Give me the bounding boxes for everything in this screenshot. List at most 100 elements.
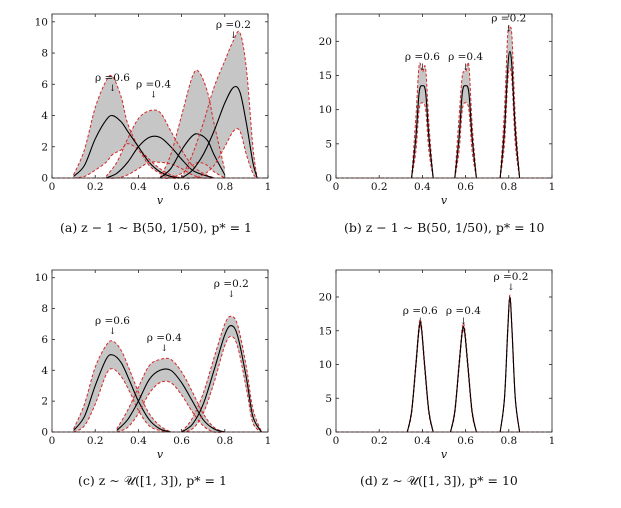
mean-line (454, 85, 477, 179)
plot-frame (335, 269, 553, 433)
y-tick-label: 20 (319, 36, 332, 48)
mean-line (499, 296, 521, 433)
caption-c: (c) z ∼ 𝒰([1, 3]), p* = 1 (78, 473, 227, 488)
x-tick-label: 0.4 (130, 435, 147, 447)
mean-line (181, 324, 262, 433)
caption-d: (d) z ∼ 𝒰([1, 3]), p* = 10 (360, 473, 518, 488)
x-tick-label: 0 (49, 181, 56, 193)
upper-band-line (411, 62, 434, 179)
annotation-arrow: ↓ (230, 31, 238, 41)
mean-line (499, 51, 521, 179)
lower-band-line (105, 161, 215, 179)
annotation-arrow: ↓ (419, 63, 427, 73)
band-area (73, 340, 171, 432)
lower-band-line (181, 335, 262, 433)
y-tick-label: 8 (41, 303, 48, 315)
y-tick-label: 5 (325, 393, 332, 405)
upper-band-line (73, 74, 182, 179)
caption-a: (a) z − 1 ∼ B(50, 1/50), p* = 1 (60, 220, 252, 235)
plot-frame (335, 13, 553, 179)
y-tick-label: 6 (41, 334, 48, 346)
series-annotation: ρ =0.6 (403, 305, 438, 317)
y-tick-label: 2 (41, 141, 48, 153)
annotation-arrow: ↓ (109, 327, 117, 337)
x-tick-label: 0.6 (173, 435, 190, 447)
series-annotation: ρ =0.4 (147, 332, 182, 344)
mean-line (181, 85, 258, 179)
plot-frame (51, 13, 269, 179)
y-tick-label: 15 (319, 325, 332, 337)
x-tick-label: 0 (333, 435, 340, 447)
mean-line (73, 114, 182, 179)
x-tick-label: 0 (49, 435, 56, 447)
y-tick-label: 20 (319, 292, 332, 304)
y-tick-label: 15 (319, 70, 332, 82)
x-axis-label: v (441, 194, 448, 207)
y-tick-label: 10 (319, 104, 332, 116)
x-tick-label: 0.8 (216, 181, 233, 193)
mean-line (159, 133, 226, 179)
y-tick-label: 10 (35, 272, 48, 284)
lower-band-line (411, 102, 434, 179)
mean-line (116, 368, 225, 433)
x-tick-label: 0.2 (371, 181, 388, 193)
x-tick-label: 0.2 (371, 435, 388, 447)
series-annotation: ρ =0.2 (491, 13, 526, 25)
upper-band-line (181, 315, 262, 433)
annotation-arrow: ↓ (228, 290, 236, 300)
y-tick-label: 4 (41, 110, 48, 122)
x-axis-label: v (441, 448, 448, 461)
upper-band-line (105, 109, 215, 179)
plot-frame (51, 269, 269, 433)
mean-line (105, 135, 215, 179)
x-tick-label: 0.8 (500, 435, 517, 447)
y-tick-label: 6 (41, 79, 48, 91)
upper-band-line (181, 30, 258, 179)
mean-line (449, 325, 477, 433)
x-tick-label: 0.2 (87, 435, 104, 447)
series-annotation: ρ =0.6 (95, 72, 130, 84)
band-area (181, 316, 262, 432)
annotation-arrow: ↓ (505, 25, 513, 35)
x-tick-label: 0.6 (173, 181, 190, 193)
x-tick-label: 0.4 (130, 181, 147, 193)
annotation-arrow: ↓ (460, 317, 468, 327)
series-annotation: ρ =0.4 (448, 51, 483, 63)
x-tick-label: 0 (333, 181, 340, 193)
x-tick-label: 1 (549, 435, 556, 447)
annotation-arrow: ↓ (150, 90, 158, 100)
series-annotation: ρ =0.2 (493, 271, 528, 283)
annotation-arrow: ↓ (507, 283, 515, 293)
y-tick-label: 4 (41, 365, 48, 377)
x-tick-label: 1 (265, 435, 272, 447)
y-tick-label: 0 (41, 173, 48, 185)
lower-band-line (116, 380, 225, 433)
mean-line (73, 354, 171, 433)
y-tick-label: 10 (319, 359, 332, 371)
upper-band-line (73, 340, 172, 433)
y-tick-label: 10 (35, 16, 48, 28)
x-axis-label: v (157, 194, 164, 207)
band-area (73, 75, 182, 179)
caption-b: (b) z − 1 ∼ B(50, 1/50), p* = 10 (344, 220, 545, 235)
x-tick-label: 0.8 (500, 181, 517, 193)
annotation-arrow: ↓ (462, 63, 470, 73)
lower-band-line (181, 128, 258, 179)
lower-band-line (73, 368, 171, 433)
y-tick-label: 8 (41, 48, 48, 60)
series-annotation: ρ =0.6 (405, 51, 440, 63)
x-tick-label: 0.8 (216, 435, 233, 447)
y-tick-label: 0 (325, 427, 332, 439)
series-annotation: ρ =0.4 (136, 78, 171, 90)
series-annotation: ρ =0.2 (216, 19, 251, 31)
mean-line (406, 321, 434, 433)
x-tick-label: 0.4 (414, 181, 431, 193)
upper-band-line (454, 61, 477, 179)
y-tick-label: 0 (325, 173, 332, 185)
x-tick-label: 1 (265, 181, 272, 193)
x-tick-label: 1 (549, 181, 556, 193)
mean-line (411, 85, 434, 179)
x-tick-label: 0.2 (87, 181, 104, 193)
